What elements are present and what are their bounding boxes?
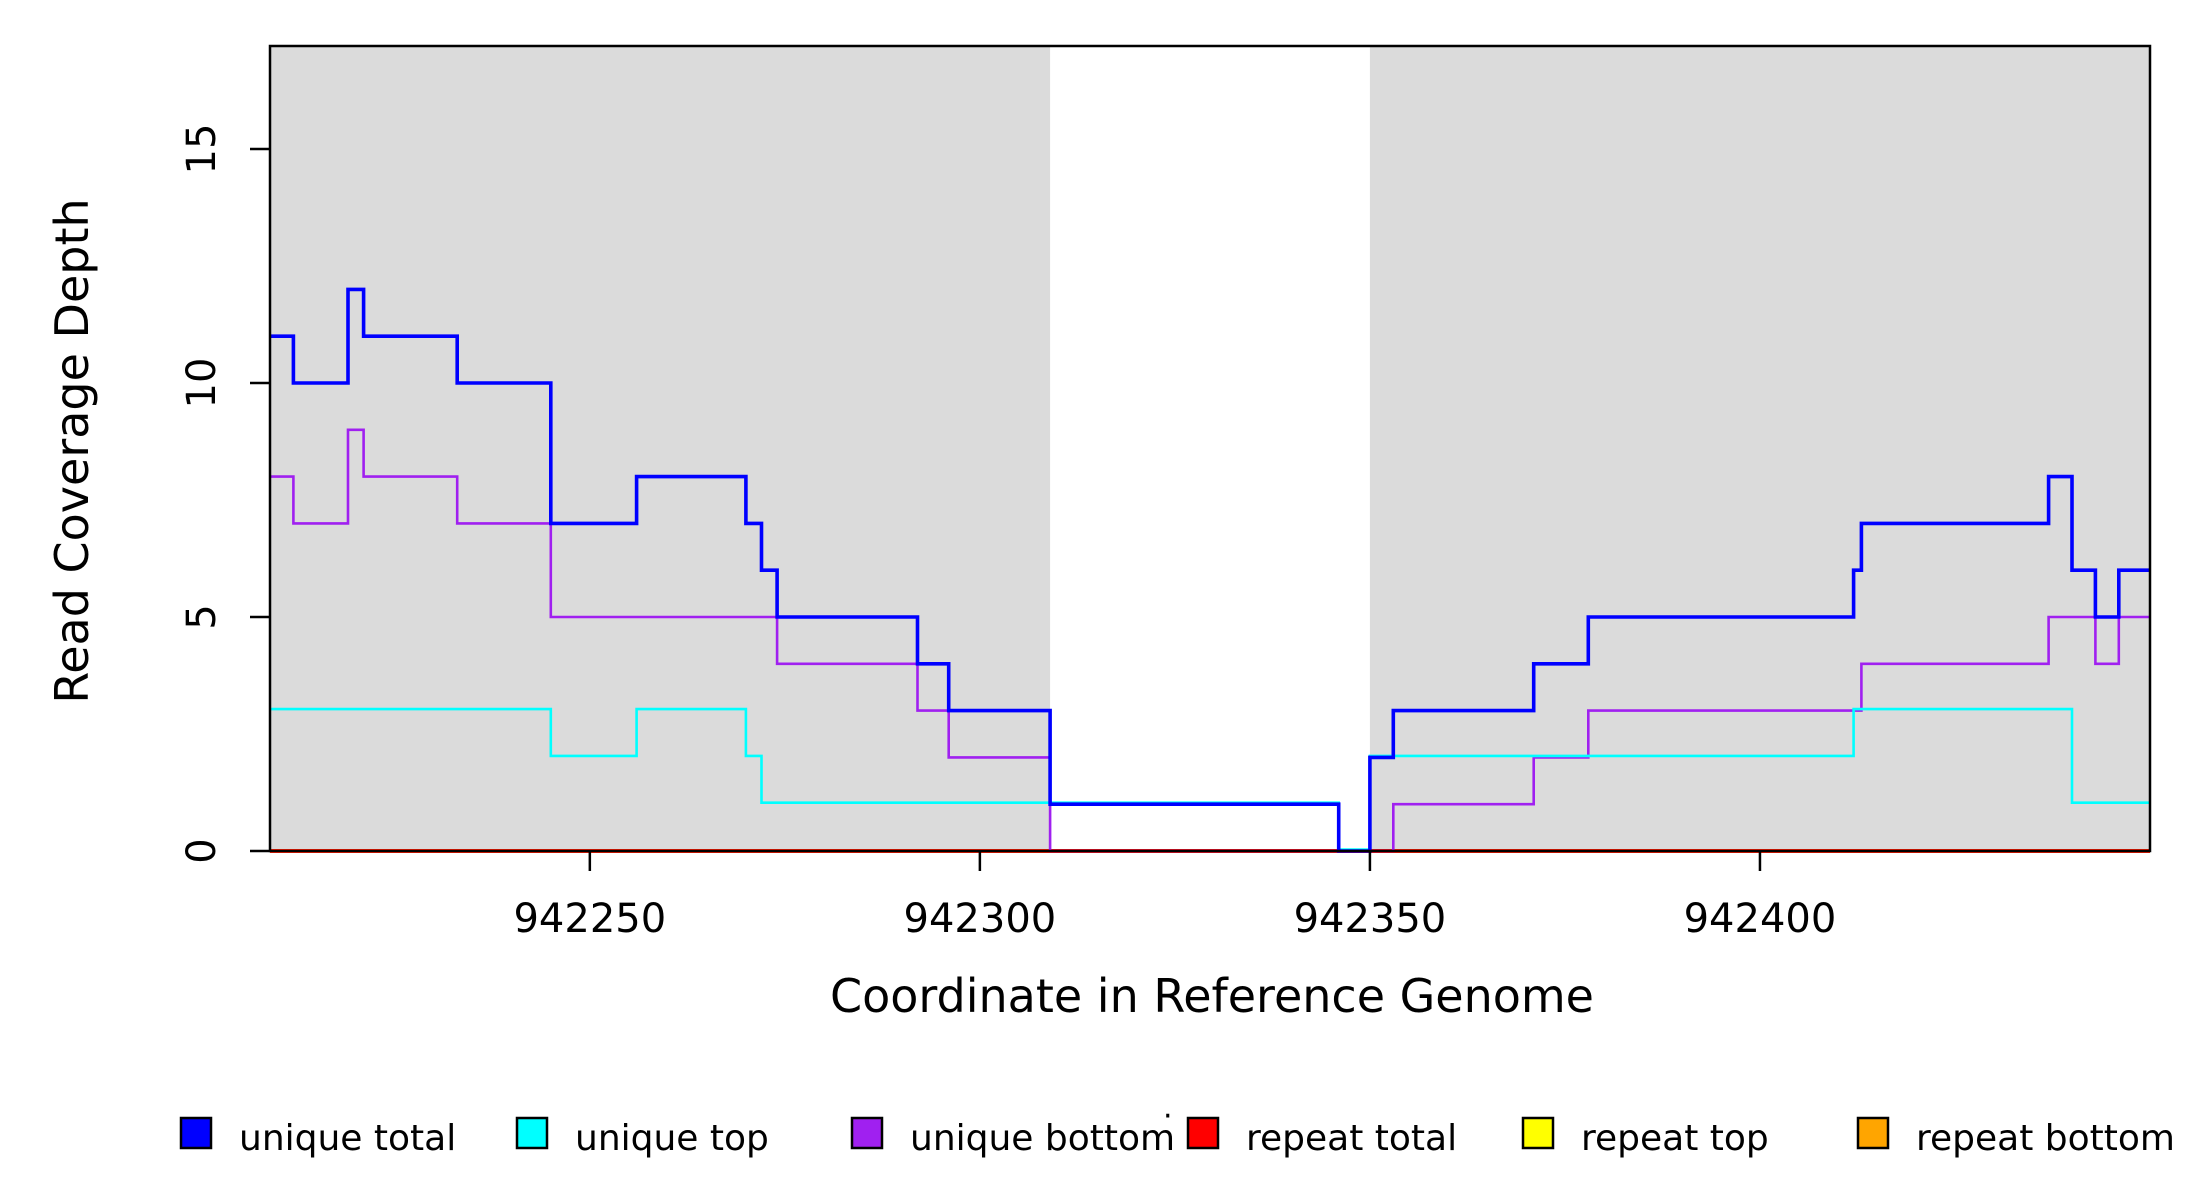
legend-swatch-repeat-top bbox=[1521, 1116, 1555, 1150]
x-tick-label: 942300 bbox=[904, 896, 1057, 942]
x-axis-label: Coordinate in Reference Genome bbox=[830, 969, 1594, 1023]
legend: unique total unique top unique bottom repea… bbox=[179, 1099, 2175, 1159]
x-tick-label: 942350 bbox=[1294, 896, 1447, 942]
y-tick-label: 0 bbox=[179, 838, 225, 863]
y-tick-label: 15 bbox=[179, 124, 225, 175]
legend-swatch-unique-total bbox=[179, 1116, 213, 1150]
legend-label-repeat-top: repeat top bbox=[1581, 1118, 1769, 1159]
legend-label-repeat-bottom: repeat bottom bbox=[1916, 1118, 2175, 1159]
shaded-bands bbox=[270, 46, 2150, 851]
y-tick-label: 10 bbox=[179, 358, 225, 409]
left-gray-band bbox=[270, 46, 1051, 851]
legend-label-unique-top: unique top bbox=[575, 1118, 769, 1159]
axis-ticks: 942250 942300 942350 942400 0 5 10 15 bbox=[179, 124, 1836, 942]
stray-mark: · bbox=[1163, 1099, 1173, 1134]
right-gray-band bbox=[1369, 46, 2150, 851]
legend-swatch-repeat-bottom bbox=[1856, 1116, 1890, 1150]
legend-label-unique-total: unique total bbox=[239, 1118, 456, 1159]
y-tick-label: 5 bbox=[179, 604, 225, 629]
legend-label-unique-bottom: unique bottom bbox=[910, 1118, 1175, 1159]
series-unique-bottom bbox=[270, 428, 2150, 853]
legend-swatch-unique-bottom bbox=[850, 1116, 884, 1150]
legend-label-repeat-total: repeat total bbox=[1246, 1118, 1457, 1159]
series-unique-total bbox=[270, 287, 2150, 853]
x-tick-label: 942250 bbox=[513, 896, 666, 942]
plot-border bbox=[268, 44, 2152, 853]
legend-swatch-repeat-total bbox=[1186, 1116, 1220, 1150]
x-tick-label: 942400 bbox=[1684, 896, 1837, 942]
legend-swatch-unique-top bbox=[515, 1116, 549, 1150]
plot-frame bbox=[268, 44, 2152, 853]
y-axis-label: Read Coverage Depth bbox=[45, 198, 99, 703]
